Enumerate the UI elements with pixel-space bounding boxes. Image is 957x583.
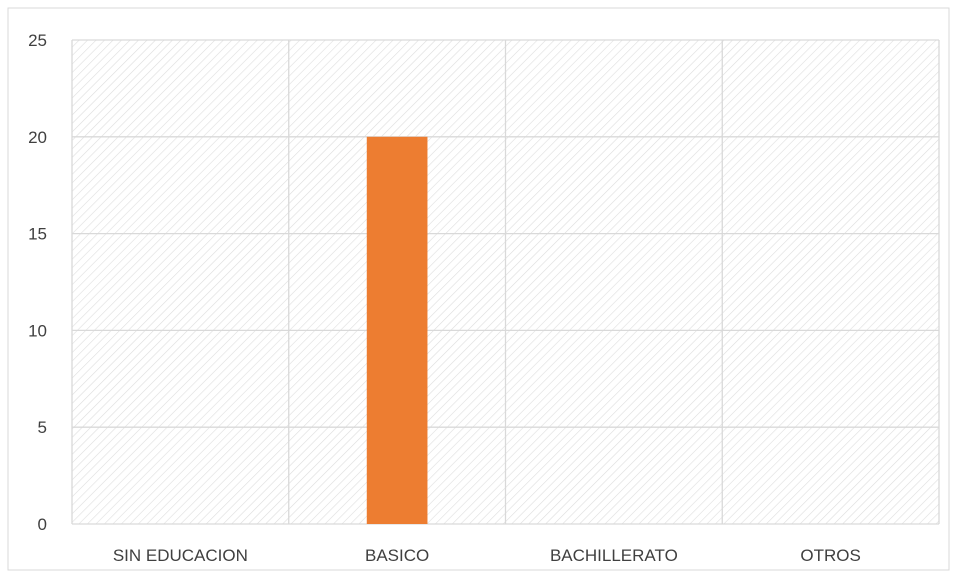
x-tick-label: SIN EDUCACION xyxy=(113,546,248,565)
x-tick-label: BASICO xyxy=(365,546,429,565)
gridlines xyxy=(71,39,940,525)
y-tick-label: 10 xyxy=(28,321,47,340)
bar-basico[interactable] xyxy=(366,136,428,525)
chart-frame xyxy=(7,7,950,571)
bars xyxy=(366,136,428,525)
x-tick-label: OTROS xyxy=(800,546,860,565)
x-tick-label: BACHILLERATO xyxy=(550,546,678,565)
y-tick-label: 5 xyxy=(38,418,47,437)
y-tick-label: 15 xyxy=(28,225,47,244)
y-tick-label: 0 xyxy=(38,515,47,534)
y-tick-label: 20 xyxy=(28,128,47,147)
y-axis-ticks: 0 5 10 15 20 25 xyxy=(28,31,47,534)
x-axis-ticks: SIN EDUCACION BASICO BACHILLERATO OTROS xyxy=(113,546,861,565)
y-tick-label: 25 xyxy=(28,31,47,50)
